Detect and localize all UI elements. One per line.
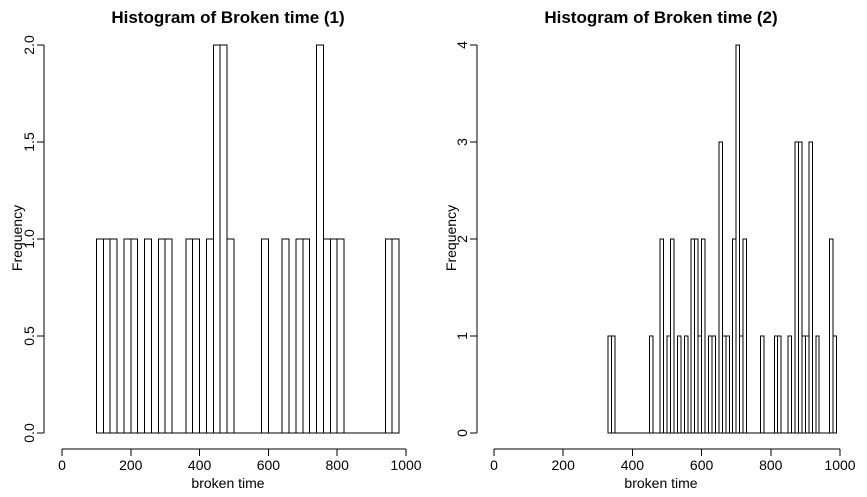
histogram-bar [829, 238, 834, 434]
x-axis-2: 0 200 400 600 800 1000 [490, 448, 856, 473]
histogram-bar [336, 238, 345, 434]
histogram-bar [832, 335, 838, 434]
histogram-bar [281, 238, 290, 434]
histogram-bar [109, 238, 118, 434]
x-tick-label: 400 [188, 457, 212, 473]
histogram-bar [694, 238, 699, 434]
x-tick-label: 1000 [390, 457, 421, 473]
histogram-bar [316, 44, 324, 434]
y-axis-label-2: Frequency [443, 205, 459, 271]
histogram-bar [219, 44, 228, 434]
histogram-bar [95, 238, 104, 434]
x-axis-label-1: broken time [191, 475, 264, 491]
y-axis-2: 0 1 2 3 4 [454, 41, 478, 437]
histogram-bar [384, 238, 393, 434]
x-tick-label: 400 [621, 457, 645, 473]
histogram-bar [721, 335, 727, 434]
x-tick-label: 1000 [824, 457, 855, 473]
y-tick-label: 0.0 [21, 423, 37, 443]
x-tick-label: 600 [257, 457, 281, 473]
histogram-bar [676, 335, 682, 434]
histogram-bar [164, 238, 173, 434]
histogram-bar [212, 44, 221, 434]
histogram-bar [669, 238, 675, 434]
histogram-bar [808, 141, 813, 434]
histogram-bar [157, 238, 166, 434]
histogram-panel-2: Histogram of Broken time (2) Frequency b… [443, 8, 856, 491]
histogram-bar [295, 238, 304, 434]
histogram-bar [708, 335, 713, 434]
y-axis-1: 0.0 0.5 1.0 1.5 2.0 [21, 35, 45, 443]
histogram-bar [683, 335, 689, 434]
histogram-bar [649, 335, 654, 434]
y-tick-label: 1 [454, 332, 470, 340]
histogram-bar [815, 335, 820, 434]
y-tick-label: 0.5 [21, 326, 37, 346]
histogram-bar [302, 238, 311, 434]
histogram-bar [130, 238, 139, 434]
chart-title-2: Histogram of Broken time (2) [544, 8, 777, 27]
histogram-bar [804, 335, 810, 434]
histogram-bar [607, 335, 613, 434]
histogram-bar [777, 335, 782, 434]
histogram-bar [801, 335, 806, 434]
y-tick-label: 4 [454, 41, 470, 49]
histogram-bar [329, 238, 338, 434]
histogram-bar [185, 238, 194, 434]
histogram-bar [697, 335, 703, 434]
histogram-bar [735, 44, 741, 434]
y-axis-label-1: Frequency [9, 205, 25, 271]
bars-1 [95, 44, 400, 434]
x-axis-label-2: broken time [624, 475, 697, 491]
histogram-bar [732, 238, 737, 434]
histogram-bar [391, 238, 400, 434]
histogram-bar [611, 335, 616, 434]
histogram-bar [144, 238, 152, 434]
x-tick-label: 800 [326, 457, 350, 473]
y-tick-label: 1.5 [21, 132, 37, 152]
histogram-bar [666, 335, 671, 434]
y-tick-label: 2.0 [21, 35, 37, 55]
histogram-bar [711, 335, 716, 434]
histogram-bar [192, 238, 201, 434]
histogram-bar [725, 335, 730, 434]
histogram-bar [701, 238, 706, 434]
bars-2 [607, 44, 838, 434]
histogram-bar [205, 238, 214, 434]
histogram-bar [718, 141, 723, 434]
histogram-bar [742, 238, 748, 434]
histogram-bar [794, 141, 799, 434]
histogram-bar [787, 335, 793, 434]
x-tick-label: 800 [759, 457, 783, 473]
histogram-bar [797, 141, 803, 434]
y-tick-label: 0 [454, 429, 470, 437]
histogram-bar [739, 335, 744, 434]
histogram-bar [322, 238, 331, 434]
y-tick-label: 1.0 [21, 229, 37, 249]
x-axis-1: 0 200 400 600 800 1000 [58, 448, 422, 473]
histogram-bar [261, 238, 269, 434]
histogram-bar [759, 335, 765, 434]
x-tick-label: 600 [690, 457, 714, 473]
histogram-bar [659, 238, 665, 434]
x-tick-label: 200 [552, 457, 576, 473]
x-tick-label: 200 [119, 457, 143, 473]
chart-title-1: Histogram of Broken time (1) [111, 8, 344, 27]
histogram-bar [226, 238, 235, 434]
histogram-panel-1: Histogram of Broken time (1) Frequency b… [9, 8, 422, 491]
histogram-bar [123, 238, 132, 434]
histogram-bar [773, 335, 779, 434]
y-tick-label: 3 [454, 138, 470, 146]
histogram-bar [102, 238, 111, 434]
y-tick-label: 2 [454, 235, 470, 243]
x-tick-label: 0 [58, 457, 66, 473]
x-tick-label: 0 [490, 457, 498, 473]
histogram-bar [690, 238, 696, 434]
